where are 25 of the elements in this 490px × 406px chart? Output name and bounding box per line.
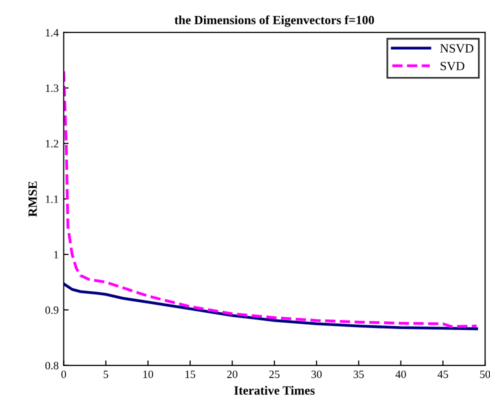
y-axis-title: RMSE <box>28 182 37 217</box>
x-tick-label: 15 <box>186 370 196 378</box>
legend-label: NSVD <box>440 44 474 53</box>
y-tick-label: 1.2 <box>46 140 58 148</box>
x-tick-label: 50 <box>480 370 490 378</box>
line-series <box>64 282 478 330</box>
y-tick-label: 0.9 <box>45 306 58 314</box>
y-tick-label: 1.4 <box>46 29 59 36</box>
x-tick-label: 45 <box>438 370 448 378</box>
x-tick-label: 20 <box>227 370 238 378</box>
chart-title: the Dimensions of Eigenvectors f=100 <box>174 15 374 27</box>
x-axis-title: Iterative Times <box>234 386 315 395</box>
line-series <box>64 70 478 328</box>
x-tick-label: 10 <box>143 370 154 378</box>
x-tick-label: 5 <box>104 370 108 378</box>
x-tick-label: 40 <box>395 370 406 378</box>
x-tick-label: 35 <box>354 370 364 378</box>
y-tick-label: 0.8 <box>45 362 58 370</box>
x-tick-label: 30 <box>312 370 322 378</box>
y-tick-label: 1 <box>54 250 58 258</box>
y-tick-label: 1.1 <box>46 195 58 203</box>
x-tick-label: 25 <box>269 370 280 378</box>
legend-label: SVD <box>440 62 464 70</box>
x-tick-label: 0 <box>61 370 66 378</box>
y-tick-label: 1.3 <box>46 84 58 92</box>
